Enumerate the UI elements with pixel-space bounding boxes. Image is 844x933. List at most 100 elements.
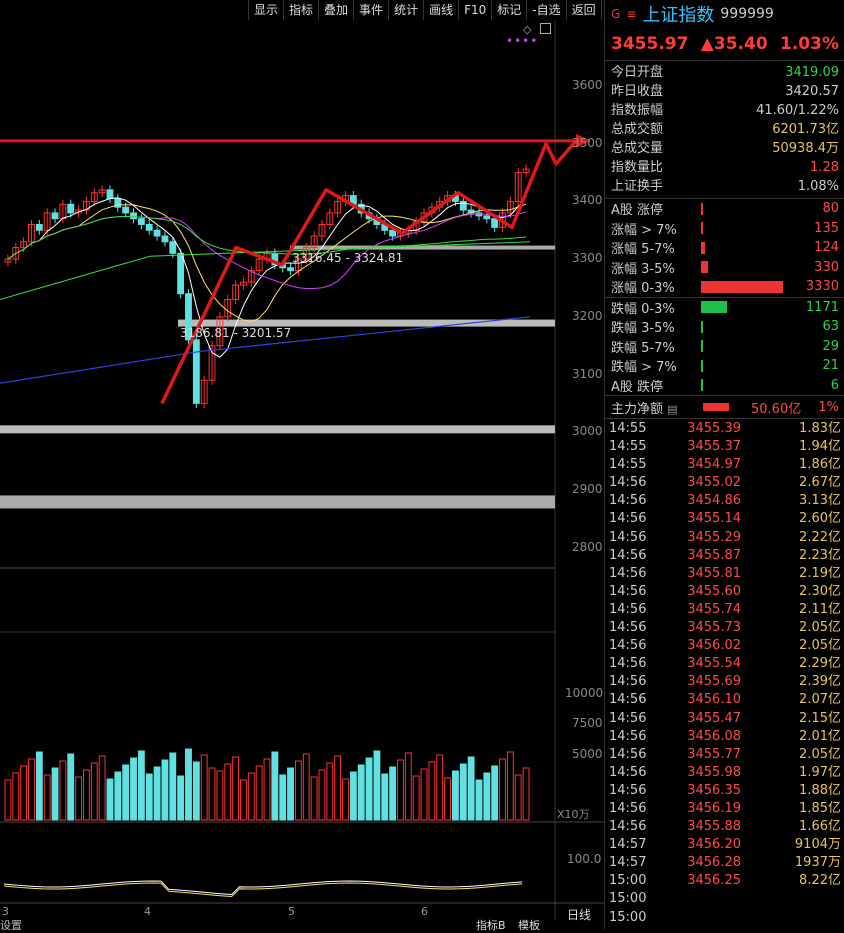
- volume-bar: [67, 753, 75, 821]
- price-tick: 3100: [572, 366, 603, 381]
- stat-label: 昨日收盘: [611, 84, 664, 99]
- tick-amount: 2.39亿: [799, 674, 841, 690]
- candle-body: [137, 218, 145, 225]
- volume-bar: [318, 769, 326, 821]
- kline-svg[interactable]: [0, 0, 604, 929]
- toolbar-btn-1[interactable]: 指标: [284, 0, 320, 20]
- candle-body: [153, 229, 161, 237]
- candle-body: [326, 212, 334, 225]
- toolbar-btn-8[interactable]: -自选: [527, 0, 567, 20]
- stat-row: 昨日收盘 3420.57: [605, 82, 844, 101]
- table-icon[interactable]: ▤: [667, 402, 678, 416]
- toolbar-btn-2[interactable]: 叠加: [319, 0, 355, 20]
- breadth-row: 涨幅 > 7% 135: [605, 219, 844, 239]
- table-row: 14:56 3456.10 2.07亿: [605, 691, 844, 709]
- table-row: 14:55 3454.97 1.86亿: [605, 456, 844, 474]
- stat-row: 指数量比 1.28: [605, 158, 844, 177]
- toolbar-btn-7[interactable]: 标记: [492, 0, 528, 20]
- tick-time: 14:56: [609, 493, 647, 509]
- price-tick: 2800: [572, 539, 603, 554]
- tick-amount: 2.67亿: [799, 475, 841, 491]
- indicator-b-button[interactable]: 指标B: [476, 919, 506, 932]
- breadth-row: 涨幅 3-5% 330: [605, 258, 844, 278]
- table-row: 14:56 3455.81 2.19亿: [605, 565, 844, 583]
- tick-time: 14:56: [609, 710, 647, 726]
- template-button[interactable]: 模板: [518, 919, 540, 932]
- stat-value: 1.08%: [797, 179, 839, 194]
- breadth-count: 21: [822, 358, 839, 374]
- toolbar-btn-0[interactable]: 显示: [249, 0, 285, 20]
- table-row: 14:57 3456.28 1937万: [605, 854, 844, 872]
- tick-list[interactable]: 14:55 3455.39 1.83亿 14:55 3455.37 1.94亿 14:55 3…: [605, 419, 844, 927]
- g-icon[interactable]: G: [611, 7, 621, 21]
- table-row: 14:56 3455.29 2.22亿: [605, 529, 844, 547]
- diamond-icon[interactable]: ◇: [523, 23, 532, 36]
- toolbar-btn-6[interactable]: F10: [459, 0, 493, 20]
- candle-body: [122, 206, 130, 214]
- breadth-count: 1171: [805, 299, 839, 315]
- breadth-count: 135: [814, 220, 839, 236]
- period-daily-button[interactable]: 日线: [567, 908, 592, 922]
- instrument-name[interactable]: 上证指数: [642, 5, 715, 26]
- tick-price: 3455.54: [687, 656, 741, 672]
- toolbar-btn-9[interactable]: 返回: [567, 0, 602, 20]
- candle-body: [67, 203, 75, 214]
- tick-price: 3456.08: [687, 728, 741, 744]
- tick-price: 3456.25: [687, 873, 741, 889]
- level-band: [178, 319, 555, 327]
- stat-row: 指数振幅 41.60/1.22%: [605, 101, 844, 120]
- volume-bar: [20, 765, 28, 821]
- tick-amount: 2.11亿: [799, 601, 841, 617]
- breadth-row: 跌幅 5-7% 29: [605, 337, 844, 357]
- breadth-label: A股 跌停: [611, 379, 664, 395]
- annot-1: 3316.45 - 3324.81: [292, 251, 404, 265]
- volume-bar: [106, 778, 114, 821]
- toolbar-btn-3[interactable]: 事件: [354, 0, 390, 20]
- ma-line-60: [7, 215, 527, 260]
- tick-amount: 1.94亿: [799, 439, 841, 455]
- tick-amount: 2.05亿: [799, 620, 841, 636]
- indicator-signal: [3, 882, 523, 897]
- tick-time: 14:57: [609, 855, 647, 871]
- window-icon[interactable]: [540, 23, 551, 34]
- tick-amount: 1.97亿: [799, 764, 841, 780]
- breadth-label: 涨幅 > 7%: [611, 222, 677, 238]
- indicator-line: [3, 880, 523, 895]
- stat-value: 50938.4万: [772, 141, 839, 156]
- volume-bar: [310, 776, 318, 821]
- candle-body: [177, 252, 185, 295]
- breadth-bar: [701, 301, 789, 314]
- breadth-label: 跌幅 3-5%: [611, 321, 675, 337]
- stat-label: 指数量比: [611, 160, 664, 175]
- breadth-count: 6: [830, 377, 839, 393]
- tick-amount: 8.22亿: [799, 873, 841, 889]
- volume-bar: [326, 762, 334, 821]
- trend-arrow: [160, 139, 578, 405]
- volume-bar: [12, 772, 20, 821]
- tick-amount: 2.22亿: [799, 529, 841, 545]
- volume-bar: [51, 767, 59, 821]
- kline-chart-pane[interactable]: 显示 指标 叠加 事件 统计 画线 F10 标记 -自选 返回 ◇ •••• 3600 3500 34…: [0, 0, 604, 932]
- volume-bar: [59, 760, 67, 821]
- tick-price: 3456.10: [687, 692, 741, 708]
- stat-value: 3419.09: [785, 65, 839, 80]
- chart-toolbar: 显示 指标 叠加 事件 统计 画线 F10 标记 -自选 返回: [248, 0, 602, 20]
- volume-bar: [279, 774, 287, 821]
- price-tick: 2900: [572, 481, 603, 496]
- main-flow-label: 主力净额 ▤: [611, 401, 678, 417]
- toolbar-btn-4[interactable]: 统计: [389, 0, 425, 20]
- volume-bar: [397, 759, 404, 821]
- stat-label: 总成交量: [611, 141, 664, 156]
- candle-body: [12, 247, 20, 260]
- menu-icon[interactable]: ≡: [626, 7, 637, 21]
- breadth-count: 63: [822, 319, 839, 335]
- volume-bar: [90, 762, 98, 821]
- toolbar-btn-5[interactable]: 画线: [424, 0, 460, 20]
- settings-button[interactable]: 设置: [0, 919, 22, 932]
- volume-bar: [28, 758, 35, 821]
- tick-amount: 2.07亿: [799, 692, 841, 708]
- volume-bar: [185, 748, 192, 821]
- volume-bar: [208, 767, 216, 821]
- tick-time: 14:55: [609, 421, 647, 436]
- tick-price: 3454.86: [687, 493, 741, 509]
